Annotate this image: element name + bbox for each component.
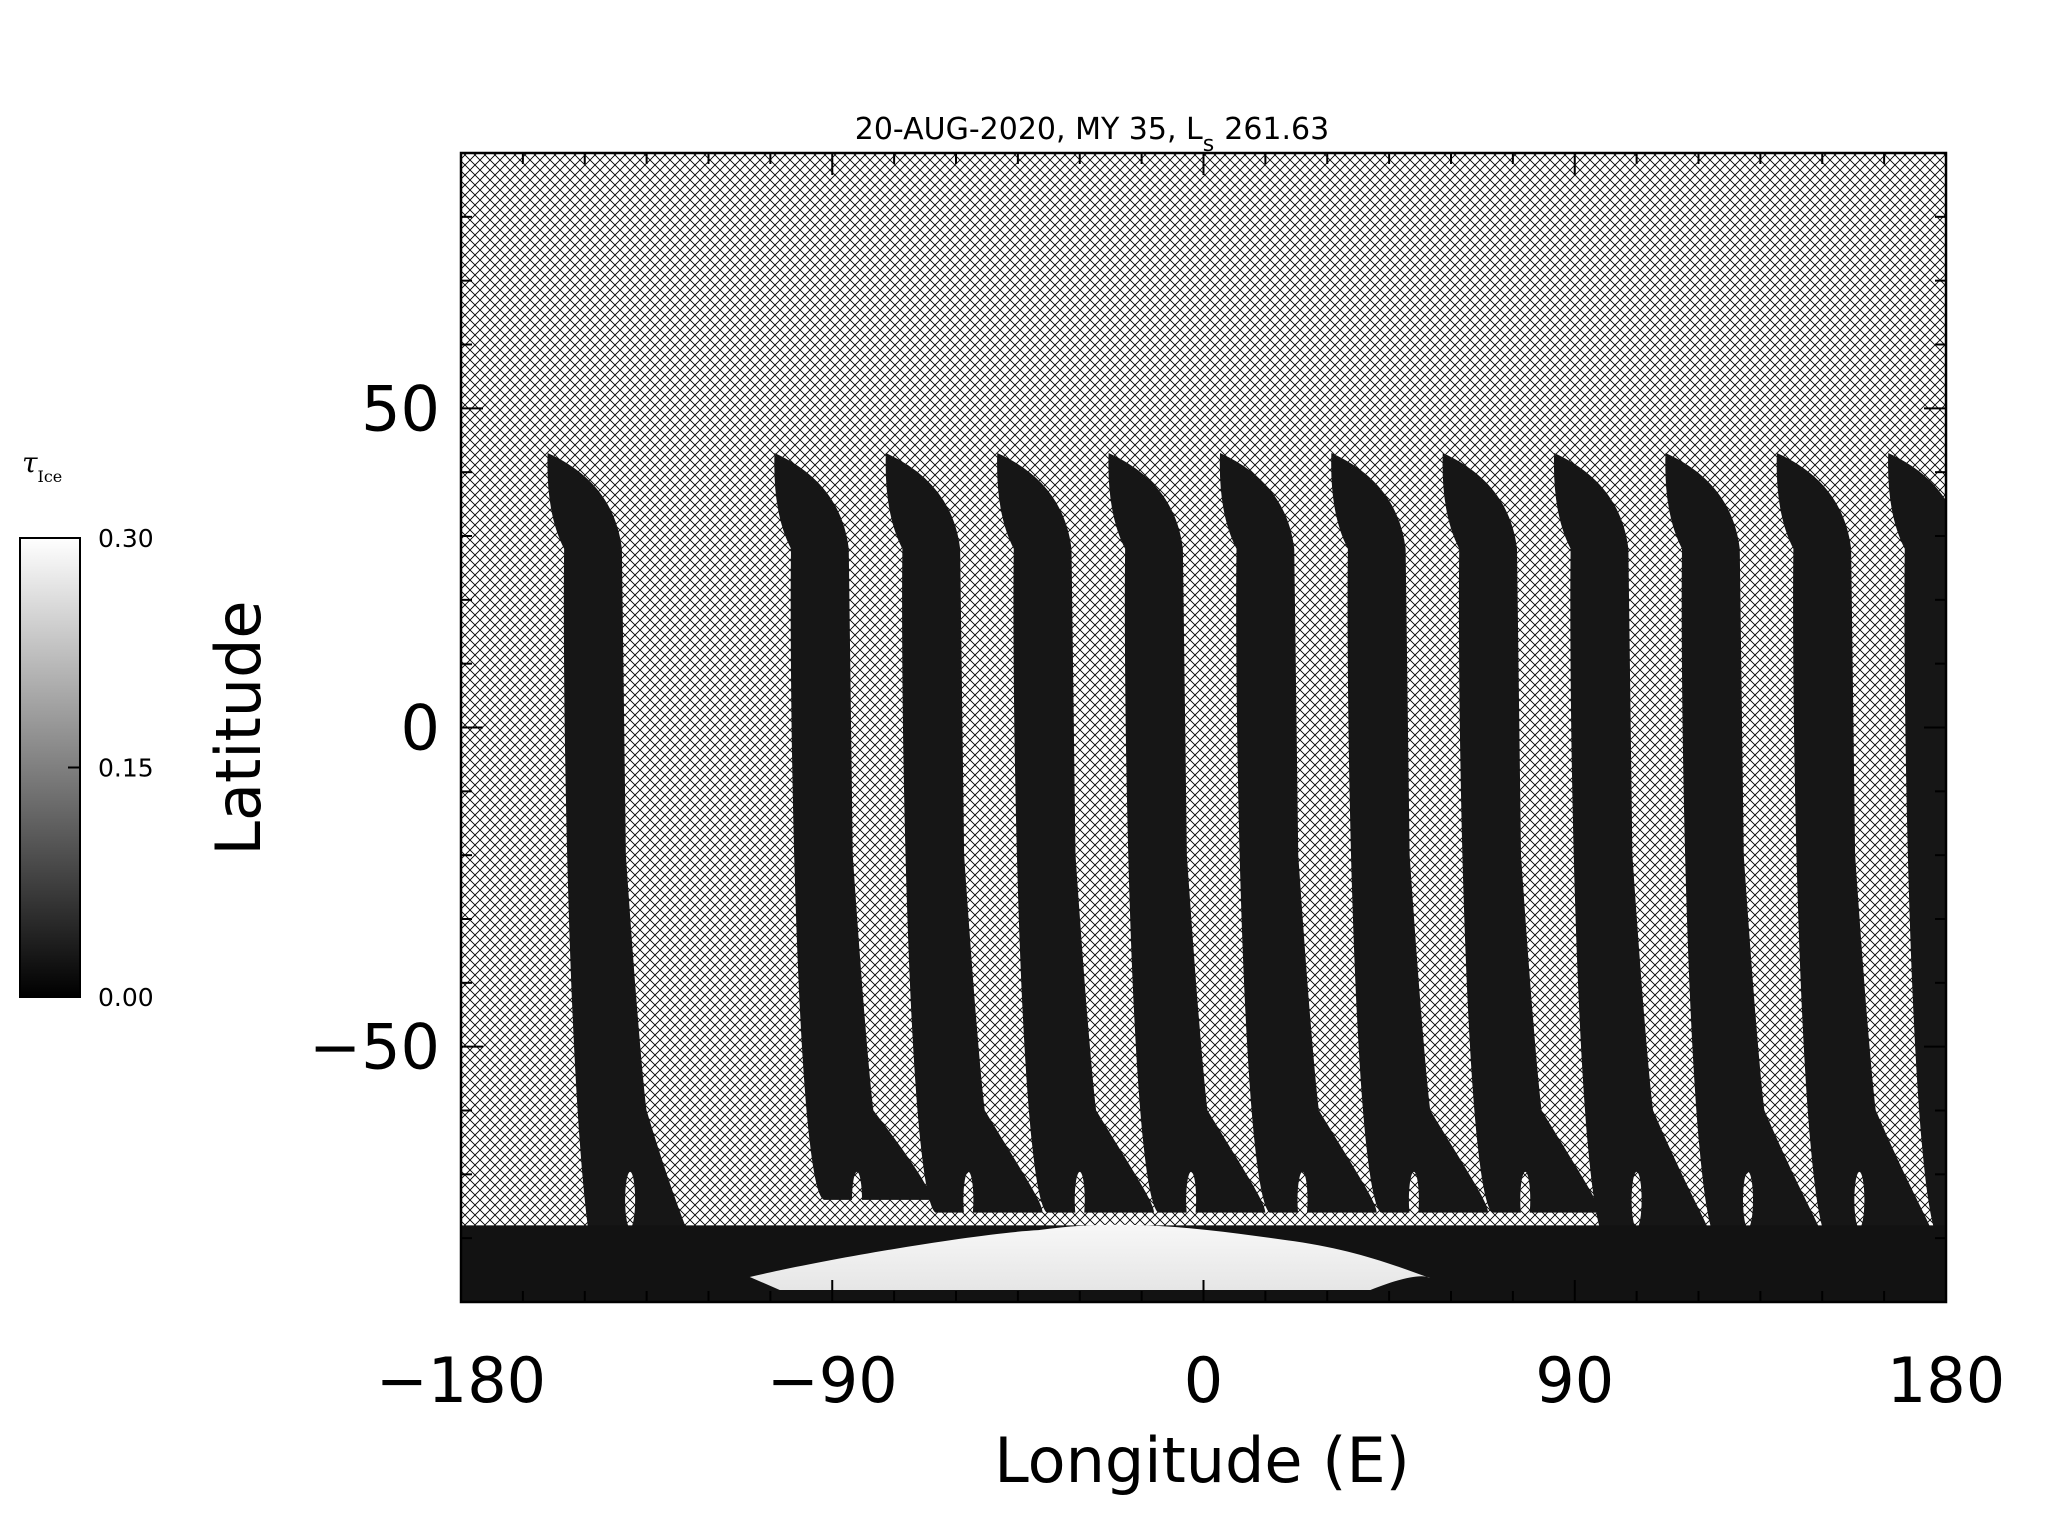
- swath-gap-1: [625, 1171, 636, 1228]
- y-axis-label: Latitude: [202, 600, 275, 855]
- swath-11: [1776, 453, 1934, 1239]
- swath-gap-3: [963, 1171, 974, 1228]
- plot-area: [461, 153, 1976, 1302]
- colorbar-tick-label: 0.15: [98, 754, 154, 783]
- colorbar-title-subscript: Ice: [38, 467, 63, 486]
- y-tick-label: −50: [309, 1011, 440, 1084]
- axis-tick-labels: −180 −90 0 90 180 −50 0 50: [309, 372, 2005, 1417]
- colorbar-title: τIce: [22, 446, 62, 486]
- swath-gap-7: [1408, 1171, 1419, 1228]
- axis-ticks: [460, 152, 1947, 1303]
- south-polar-ice: [749, 1224, 1431, 1290]
- colorbar-title-symbol: τ: [22, 446, 38, 479]
- swath-8: [1442, 453, 1600, 1213]
- x-tick-label: −90: [767, 1344, 898, 1417]
- swath-gap-8: [1520, 1171, 1531, 1228]
- swath-7: [1331, 453, 1489, 1213]
- chart-title: 20-AUG-2020, MY 35, Ls 261.63: [855, 112, 1329, 157]
- swath-9: [1553, 453, 1711, 1239]
- colorbar: τIce 0.30 0.15 0.00: [19, 446, 154, 1012]
- swath-4: [997, 453, 1154, 1213]
- swath-10: [1665, 453, 1823, 1239]
- y-tick-label: 0: [401, 692, 440, 765]
- swath-12: [1888, 453, 1946, 1239]
- swath-gap-4: [1074, 1171, 1085, 1228]
- swath-gap-12: [1966, 1172, 1976, 1228]
- colorbar-tick-label: 0.30: [98, 524, 154, 553]
- swath-5: [1108, 453, 1266, 1213]
- y-tick-label: 50: [361, 372, 440, 445]
- title-subscript: s: [1203, 132, 1214, 157]
- swath-1: [547, 453, 705, 1277]
- swath-gap-5: [1186, 1171, 1197, 1228]
- title-main: 20-AUG-2020, MY 35, L: [855, 112, 1203, 147]
- x-tick-label: −180: [376, 1344, 546, 1417]
- swath-3: [885, 453, 1043, 1213]
- swath-gap-2: [852, 1171, 862, 1228]
- colorbar-tick-label: 0.00: [98, 983, 154, 1012]
- x-tick-label: 90: [1535, 1344, 1614, 1417]
- colorbar-ticks: 0.30 0.15 0.00: [68, 524, 154, 1012]
- x-axis-label: Longitude (E): [994, 1424, 1410, 1497]
- swath-gap-11: [1854, 1171, 1865, 1228]
- ice-layer: [749, 1224, 1431, 1290]
- swath-2: [774, 453, 932, 1200]
- swath-gap-6: [1297, 1171, 1308, 1228]
- swath-gap-10: [1743, 1171, 1753, 1228]
- title-tail: 261.63: [1224, 112, 1329, 147]
- x-tick-label: 0: [1184, 1344, 1223, 1417]
- x-tick-label: 180: [1887, 1344, 2005, 1417]
- swath-gap-9: [1631, 1171, 1642, 1228]
- swath-6: [1219, 453, 1377, 1213]
